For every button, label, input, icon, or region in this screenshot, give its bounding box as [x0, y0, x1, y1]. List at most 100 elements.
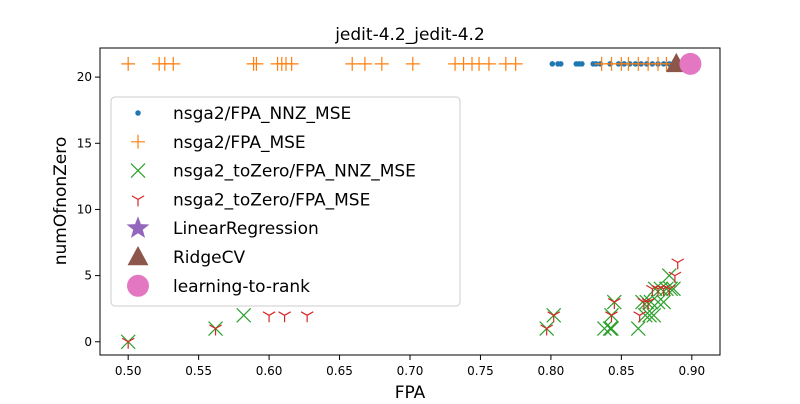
y-tick-label: 5 [84, 269, 92, 283]
data-point [630, 321, 646, 336]
data-point-shape [481, 56, 496, 71]
series-3-points [121, 258, 685, 349]
data-point [540, 324, 554, 336]
data-point [637, 298, 651, 310]
data-point [607, 298, 621, 310]
data-point-shape [558, 61, 564, 67]
data-point [604, 321, 619, 336]
data-point-shape [209, 324, 222, 336]
data-point [166, 56, 181, 71]
legend-marker [131, 195, 145, 207]
data-point-shape [635, 294, 650, 310]
data-point [659, 281, 674, 297]
data-point-shape [646, 307, 662, 323]
y-tick-label: 0 [84, 335, 92, 349]
data-point [547, 311, 561, 323]
data-point-shape [345, 56, 360, 71]
data-point-shape [650, 294, 666, 310]
legend-label: learning-to-rank [173, 277, 310, 297]
data-point-shape [262, 311, 276, 323]
data-point [549, 61, 556, 67]
data-point [633, 311, 647, 323]
legend-marker [127, 274, 149, 297]
data-point-shape [602, 321, 618, 336]
data-point-shape [639, 294, 655, 310]
legend-marker [135, 110, 141, 116]
y-tick-label: 20 [77, 70, 92, 84]
legend-label: nsga2/FPA_NNZ_MSE [173, 104, 351, 124]
data-point [641, 298, 655, 310]
data-point [663, 281, 679, 297]
data-point-shape [166, 56, 181, 71]
legend-label: LinearRegression [173, 219, 319, 239]
data-point-shape [121, 56, 136, 71]
data-point-shape [547, 311, 561, 323]
data-point [558, 61, 564, 67]
data-point-shape [605, 311, 618, 323]
legend-marker-shape [127, 274, 149, 297]
plot-marks [120, 52, 702, 350]
data-point-shape [671, 258, 685, 270]
legend-item: LinearRegression [126, 216, 319, 239]
data-point-shape [656, 294, 672, 310]
data-point [662, 284, 676, 296]
chart-title: jedit-4.2_jedit-4.2 [334, 25, 485, 45]
x-tick-label: 0.85 [608, 364, 635, 378]
legend-item: nsga2/FPA_MSE [131, 133, 306, 153]
data-point-shape [121, 337, 135, 349]
y-tick-label: 15 [77, 136, 92, 150]
data-point-shape [549, 61, 556, 67]
legend-marker [127, 246, 149, 266]
y-tick-label: 10 [77, 202, 92, 216]
data-point [357, 56, 372, 71]
data-point-shape [374, 56, 389, 71]
data-point-shape [641, 298, 655, 310]
series-6-points [679, 52, 702, 75]
data-point-shape [357, 56, 372, 71]
data-point [679, 52, 702, 75]
data-point-shape [540, 324, 554, 336]
data-point-shape [642, 307, 657, 323]
legend-item: nsga2/FPA_NNZ_MSE [135, 104, 351, 124]
data-point [374, 56, 389, 71]
data-point [668, 271, 682, 283]
x-tick-label: 0.65 [326, 364, 353, 378]
data-point [671, 258, 685, 270]
data-point [647, 281, 663, 297]
data-point-shape [278, 311, 291, 323]
data-point-shape [647, 281, 663, 297]
legend-box [110, 96, 461, 307]
x-tick-label: 0.60 [256, 364, 283, 378]
data-point [508, 56, 523, 71]
data-point-shape [661, 268, 677, 284]
data-point [300, 311, 314, 323]
y-axis: 0 5 10 15 20 [77, 70, 100, 349]
data-point-shape [249, 56, 264, 71]
data-point [121, 337, 135, 349]
data-point [597, 321, 612, 336]
data-point [262, 311, 276, 323]
data-point-shape [637, 307, 653, 323]
data-point [650, 294, 666, 310]
x-tick-label: 0.75 [467, 364, 494, 378]
data-point [209, 324, 222, 336]
legend-marker [126, 216, 150, 238]
data-point-shape [633, 311, 647, 323]
legend-marker-shape [131, 134, 145, 149]
legend-label: RidgeCV [173, 248, 245, 268]
legend-marker-shape [130, 163, 146, 179]
data-point [637, 307, 653, 323]
data-point [642, 307, 657, 323]
legend-marker-shape [131, 195, 145, 207]
series-1-points [121, 56, 674, 71]
legend-label: nsga2/FPA_MSE [173, 133, 306, 153]
data-point-shape [284, 56, 299, 71]
data-point-shape [662, 284, 676, 296]
data-point-shape [597, 321, 612, 336]
x-axis-label: FPA [395, 383, 426, 400]
data-point [635, 294, 650, 310]
legend-item: learning-to-rank [127, 274, 310, 297]
x-axis: 0.50 0.55 0.60 0.65 0.70 0.75 0.80 0.85 0.90 [115, 355, 705, 378]
data-point [284, 56, 299, 71]
data-point [579, 61, 585, 67]
